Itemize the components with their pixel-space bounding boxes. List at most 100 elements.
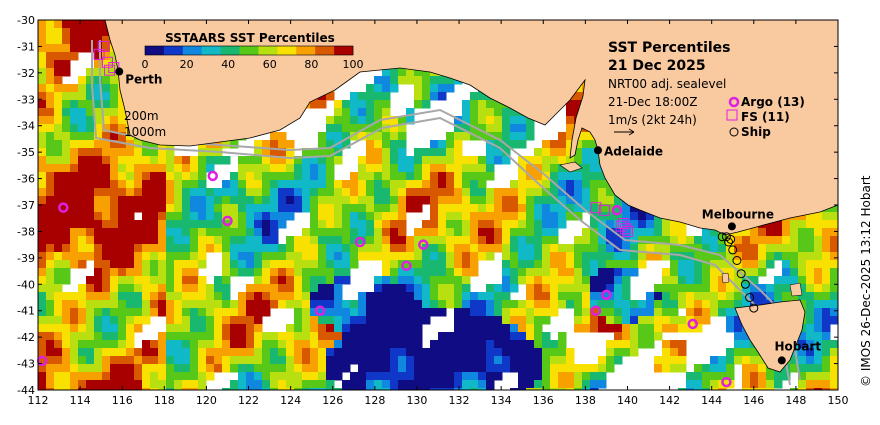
sst-cell [630,212,639,221]
sst-cell [366,236,375,245]
sst-cell [334,252,343,261]
sst-cell [342,316,351,325]
sst-cell [638,340,647,349]
sst-cell [494,244,503,253]
sst-cell [510,108,519,117]
sst-cell [94,348,103,357]
sst-cell [550,244,559,253]
sst-cell [78,148,87,157]
sst-cell [486,132,495,141]
sst-cell [262,372,271,381]
sst-cell [638,252,647,261]
sst-cell [414,252,423,261]
sst-cell [510,308,519,317]
sst-cell [598,324,607,333]
sst-cell [342,340,351,349]
sst-cell [206,340,215,349]
sst-cell [374,188,383,197]
sst-cell [614,340,623,349]
sst-cell [54,252,63,261]
sst-cell [278,148,287,157]
sst-cell [166,156,175,165]
sst-cell [342,124,351,133]
sst-cell [150,140,159,149]
sst-cell [110,324,119,333]
sst-cell [270,364,279,373]
sst-cell [526,220,535,229]
sst-cell [686,292,695,301]
sst-cell [462,276,471,285]
sst-cell [374,292,383,301]
sst-cell [102,260,111,269]
sst-cell [430,148,439,157]
sst-cell [494,308,503,317]
sst-cell [38,52,47,61]
sst-cell [46,300,55,309]
sst-cell [158,284,167,293]
sst-cell [454,220,463,229]
sst-cell [366,180,375,189]
colorbar-swatch [145,46,165,55]
sst-cell [726,348,735,357]
sst-cell [398,68,407,77]
sst-cell [118,204,127,213]
sst-cell [510,212,519,221]
sst-cell [310,220,319,229]
sst-cell [86,108,95,117]
sst-cell [694,236,703,245]
sst-cell [694,388,703,390]
sst-cell [174,284,183,293]
sst-cell [86,172,95,181]
sst-cell [294,316,303,325]
sst-cell [622,340,631,349]
sst-cell [222,228,231,237]
sst-cell [134,220,143,229]
sst-cell [334,324,343,333]
sst-cell [182,156,191,165]
sst-cell [438,340,447,349]
sst-cell [230,308,239,317]
sst-cell [510,220,519,229]
sst-cell [446,212,455,221]
sst-cell [478,244,487,253]
sst-cell [190,300,199,309]
sst-cell [510,132,519,141]
sst-cell [246,260,255,269]
sst-cell [222,364,231,373]
vector-scale-arrowhead [628,128,635,136]
sst-cell [54,276,63,285]
sst-cell [174,300,183,309]
sst-cell [334,204,343,213]
sst-cell [582,132,591,141]
sst-cell [542,292,551,301]
sst-cell [390,388,399,390]
sst-cell [486,356,495,365]
sst-cell [438,140,447,149]
sst-cell [430,204,439,213]
sst-cell [358,324,367,333]
sst-cell [230,388,239,390]
sst-cell [118,116,127,125]
sst-cell [414,332,423,341]
sst-cell [486,148,495,157]
sst-cell [246,300,255,309]
sst-cell [574,180,583,189]
sst-cell [142,244,151,253]
sst-cell [318,364,327,373]
sst-cell [166,340,175,349]
sst-cell [46,316,55,325]
sst-cell [758,260,767,269]
sst-cell [254,340,263,349]
sst-cell [78,140,87,149]
sst-cell [622,316,631,325]
sst-cell [350,388,359,390]
legend-fs-label: FS (11) [741,110,790,124]
sst-cell [262,204,271,213]
sst-cell [518,276,527,285]
sst-cell [222,260,231,269]
colorbar-tick-label: 100 [343,58,364,71]
sst-cell [174,356,183,365]
sst-cell [758,236,767,245]
sst-cell [350,228,359,237]
sst-cell [46,52,55,61]
